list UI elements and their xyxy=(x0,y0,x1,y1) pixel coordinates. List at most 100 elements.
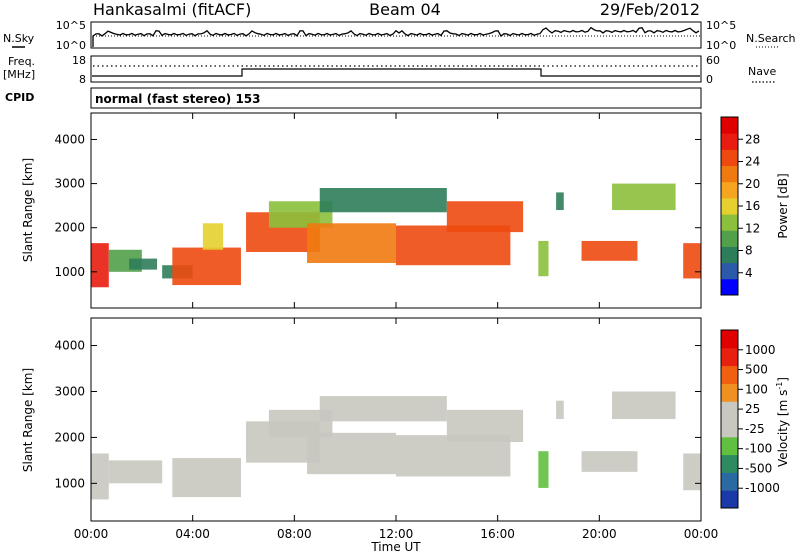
heatmap-cell xyxy=(129,258,158,270)
heatmap-cell xyxy=(538,451,549,488)
freq-strip: Freq. [MHz] 18 8 Nave 60 0 xyxy=(3,54,776,86)
colorbar-tick-label: 1000 xyxy=(745,343,776,357)
colorbar-swatch xyxy=(721,149,738,167)
nsky-tick-high: 10^5 xyxy=(56,19,86,32)
heatmap-cell xyxy=(307,432,396,475)
colorbar-swatch xyxy=(721,347,738,367)
range-tick-label: 2000 xyxy=(54,430,85,444)
range-tick-label: 4000 xyxy=(54,339,85,353)
range-tick-label: 2000 xyxy=(54,221,85,235)
heatmap-cell xyxy=(307,223,396,263)
heatmap-cell xyxy=(172,458,241,498)
colorbar-tick-label: 24 xyxy=(745,155,760,169)
colorbar-tick-label: 4 xyxy=(745,266,753,280)
nave-label: Nave xyxy=(748,65,776,78)
nave-tick-high: 60 xyxy=(706,54,720,67)
freq-unit-label: [MHz] xyxy=(3,68,35,81)
time-tick-label: 00:00 xyxy=(684,527,719,541)
colorbar-swatch xyxy=(721,490,738,509)
velocity-range-axis: 4000 3000 2000 1000 xyxy=(54,339,701,490)
heatmap-cell xyxy=(319,188,447,213)
nsearch-tick-high: 10^5 xyxy=(706,19,736,32)
power-colorbar: 28 24 20 16 12 8 4 Power [dB] xyxy=(720,116,790,296)
power-range-axis: 4000 3000 2000 1000 xyxy=(54,132,701,279)
time-tick-label: 04:00 xyxy=(175,527,210,541)
time-tick-label: 00:00 xyxy=(74,527,109,541)
colorbar-swatch xyxy=(721,365,738,384)
power-heatmap xyxy=(91,183,701,288)
nsky-trace xyxy=(92,26,700,47)
heatmap-cell xyxy=(446,201,524,233)
colorbar-swatch xyxy=(721,419,738,438)
heatmap-cell xyxy=(91,243,109,288)
power-panel: 4000 3000 2000 1000 Slant Range [km] xyxy=(21,112,702,309)
heatmap-cell xyxy=(556,192,564,211)
range-tick-label: 1000 xyxy=(54,476,85,490)
cpid-mode: normal (fast stereo) 153 xyxy=(95,92,261,106)
velocity-colorbar-label: Velocity [m s-1] xyxy=(775,377,790,467)
colorbar-tick-label: -100 xyxy=(745,442,772,456)
nsky-trace-line xyxy=(92,26,700,47)
colorbar-tick-label: 20 xyxy=(745,177,760,191)
heatmap-cell xyxy=(612,183,676,211)
freq-label: Freq. xyxy=(8,55,35,68)
time-tick-label: 16:00 xyxy=(480,527,515,541)
velocity-panel: 4000 3000 2000 1000 Slant Range [km] xyxy=(21,317,702,522)
colorbar-swatch xyxy=(721,246,738,264)
heatmap-cell xyxy=(556,400,564,420)
nsky-tick-low: 10^0 xyxy=(56,39,86,52)
cpid-box xyxy=(90,87,702,109)
heatmap-cell xyxy=(108,460,163,484)
range-tick-label: 3000 xyxy=(54,384,85,398)
date-title: 29/Feb/2012 xyxy=(600,0,700,19)
colorbar-tick-label: -25 xyxy=(745,422,765,436)
heatmap-cell xyxy=(683,453,701,491)
colorbar-tick-label: -500 xyxy=(745,461,772,475)
colorbar-tick-label: -1000 xyxy=(745,481,780,495)
colorbar-swatch xyxy=(721,214,738,231)
heatmap-cell xyxy=(91,453,109,500)
range-tick-label: 3000 xyxy=(54,177,85,191)
freq-tick-high: 18 xyxy=(72,54,86,67)
nave-tick-low: 0 xyxy=(706,73,713,86)
colorbar-swatch xyxy=(721,117,738,134)
power-ylabel: Slant Range [km] xyxy=(21,158,35,262)
heatmap-cell xyxy=(446,409,524,443)
velocity-heatmap xyxy=(91,391,701,500)
range-tick-label: 1000 xyxy=(54,265,85,279)
colorbar-swatch xyxy=(721,454,738,473)
heatmap-cell xyxy=(581,240,638,261)
freq-tick-low: 8 xyxy=(79,73,86,86)
colorbar-tick-label: 100 xyxy=(745,382,768,396)
freq-trace xyxy=(92,68,700,77)
range-tick-label: 4000 xyxy=(54,132,85,146)
cpid-label: CPID xyxy=(5,91,34,104)
colorbar-swatch xyxy=(721,401,738,420)
colorbar-swatch xyxy=(721,262,738,280)
time-tick-label: 12:00 xyxy=(379,527,414,541)
nsearch-tick-low: 10^0 xyxy=(706,39,736,52)
time-tick-label: 20:00 xyxy=(582,527,617,541)
colorbar-swatch xyxy=(721,181,738,199)
power-colorbar-label: Power [dB] xyxy=(776,173,790,238)
station-title: Hankasalmi (fitACF) xyxy=(93,0,251,19)
heatmap-cell xyxy=(538,240,549,277)
colorbar-swatch xyxy=(721,197,738,215)
heatmap-cell xyxy=(319,396,447,422)
colorbar-tick-label: 16 xyxy=(745,199,760,213)
colorbar-swatch xyxy=(721,383,738,402)
colorbar-tick-label: 25 xyxy=(745,402,760,416)
velocity-ylabel: Slant Range [km] xyxy=(21,368,35,472)
time-tick-label: 08:00 xyxy=(277,527,312,541)
heatmap-cell xyxy=(202,223,224,250)
colorbar-swatch xyxy=(721,278,738,296)
colorbar-swatch xyxy=(721,330,738,349)
colorbar-swatch xyxy=(721,165,738,183)
colorbar-swatch xyxy=(721,472,738,491)
colorbar-tick-label: 8 xyxy=(745,244,753,258)
heatmap-cell xyxy=(581,451,638,472)
heatmap-cell xyxy=(683,243,701,279)
colorbar-swatch xyxy=(721,133,738,150)
heatmap-cell xyxy=(172,247,241,286)
